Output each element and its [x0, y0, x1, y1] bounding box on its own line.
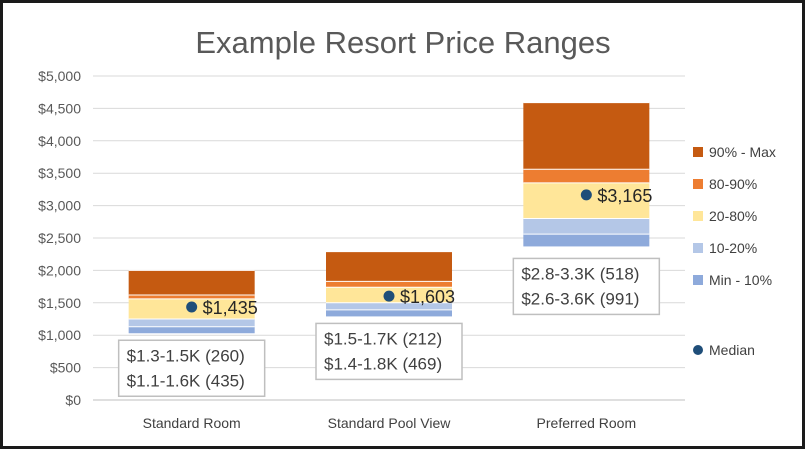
bar-segment: [326, 281, 452, 288]
bars-group: [128, 102, 650, 334]
legend-swatch: [693, 275, 703, 285]
median-data-label: $1,435: [203, 298, 258, 318]
bar-segment: [523, 218, 650, 235]
legend-label: 20-80%: [709, 208, 757, 224]
annotation-line: $1.5-1.7K (212): [324, 329, 442, 348]
median-markers: $1,435 $1,603 $3,165: [186, 186, 652, 318]
annotation-box: [117, 339, 266, 398]
annotation-line: $1.4-1.8K (469): [324, 354, 442, 373]
y-tick-label: $4,000: [38, 133, 81, 149]
x-category-label: Standard Pool View: [328, 415, 452, 431]
median-data-label: $3,165: [597, 186, 652, 206]
median-point: [186, 301, 198, 313]
y-tick-label: $500: [50, 360, 81, 376]
legend-label: 80-90%: [709, 176, 757, 192]
y-axis-ticks: $0 $500 $1,000 $1,500 $2,000 $2,500 $3,000 $3,5…: [38, 68, 81, 408]
bar-segment: [523, 169, 650, 183]
legend-swatch-median: [693, 345, 703, 355]
y-tick-label: $5,000: [38, 68, 81, 84]
y-tick-label: $0: [65, 392, 81, 408]
annotation-line: $1.1-1.6K (435): [127, 371, 245, 390]
y-tick-label: $2,500: [38, 230, 81, 246]
bar-segment: [128, 319, 255, 327]
y-tick-label: $3,500: [38, 165, 81, 181]
bar-segment: [128, 295, 255, 299]
bar-segment: [326, 309, 452, 317]
chart-svg: Example Resort Price Ranges $0 $500 $1,000…: [38, 25, 776, 431]
y-tick-label: $2,000: [38, 262, 81, 278]
legend-swatch: [693, 211, 703, 221]
annotation-box: [315, 322, 463, 381]
chart-title: Example Resort Price Ranges: [195, 25, 610, 60]
bar-segment: [128, 270, 255, 296]
legend-label: 10-20%: [709, 240, 757, 256]
y-tick-label: $1,000: [38, 327, 81, 343]
legend-swatch: [693, 179, 703, 189]
y-tick-label: $1,500: [38, 295, 81, 311]
annotation-boxes: $1.3-1.5K (260) $1.1-1.6K (435) $1.5-1.7K …: [117, 257, 661, 398]
median-point: [580, 189, 592, 201]
x-category-label: Standard Room: [143, 415, 241, 431]
annotation-line: $2.8-3.3K (518): [521, 264, 639, 283]
legend-swatch: [693, 243, 703, 253]
x-category-label: Preferred Room: [537, 415, 637, 431]
y-tick-label: $4,500: [38, 100, 81, 116]
annotation-line: $2.6-3.6K (991): [521, 289, 639, 308]
bar-segment: [523, 234, 650, 247]
legend-swatch: [693, 147, 703, 157]
y-tick-label: $3,000: [38, 198, 81, 214]
legend: 90% - Max 80-90% 20-80% 10-20% Min - 10% Medi…: [693, 144, 776, 358]
legend-label: 90% - Max: [709, 144, 776, 160]
legend-label: Min - 10%: [709, 272, 772, 288]
legend-label: Median: [709, 342, 755, 358]
bar-segment: [128, 326, 255, 334]
bar-segment: [523, 102, 650, 170]
x-axis-categories: Standard Room Standard Pool View Preferred…: [143, 415, 636, 431]
median-point: [383, 290, 395, 302]
median-data-label: $1,603: [400, 287, 455, 307]
bar-segment: [523, 182, 650, 219]
annotation-box: [512, 257, 661, 316]
bar-segment: [326, 302, 452, 310]
annotation-line: $1.3-1.5K (260): [127, 346, 245, 365]
bar-segment: [326, 251, 452, 282]
